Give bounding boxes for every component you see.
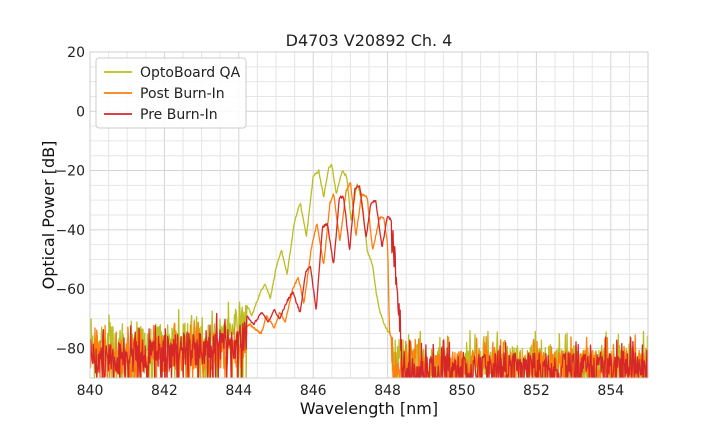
- x-tick-label: 854: [597, 383, 624, 399]
- x-tick-label: 852: [523, 383, 550, 399]
- x-tick-label: 848: [374, 383, 401, 399]
- x-tick-label: 844: [225, 383, 252, 399]
- y-tick-label: −80: [55, 341, 85, 357]
- y-tick-label: −60: [55, 282, 85, 298]
- legend: OptoBoard QA Post Burn-In Pre Burn-In: [95, 57, 247, 129]
- legend-box: [95, 57, 247, 129]
- y-axis-title: Optical Power [dB]: [39, 141, 58, 290]
- y-tick-label: 0: [76, 104, 85, 120]
- x-tick-label: 846: [300, 383, 327, 399]
- chart-title: D4703 V20892 Ch. 4: [286, 31, 453, 50]
- legend-label: Pre Burn-In: [140, 107, 218, 123]
- series-layer: [90, 163, 648, 378]
- y-tick-label: −20: [55, 164, 85, 180]
- tick-labels: 840 842 844 846 848 850 852 854 20 0 −20 −40 −60 −80: [55, 45, 624, 399]
- legend-label: OptoBoard QA: [140, 65, 241, 81]
- y-tick-label: 20: [67, 45, 85, 61]
- series-line: [90, 185, 648, 378]
- y-tick-label: −40: [55, 223, 85, 239]
- x-axis-title: Wavelength [nm]: [300, 399, 438, 418]
- plot-frame: [89, 51, 649, 379]
- legend-label: Post Burn-In: [140, 86, 225, 102]
- x-tick-label: 840: [77, 383, 104, 399]
- x-tick-label: 850: [449, 383, 476, 399]
- x-tick-label: 842: [151, 383, 178, 399]
